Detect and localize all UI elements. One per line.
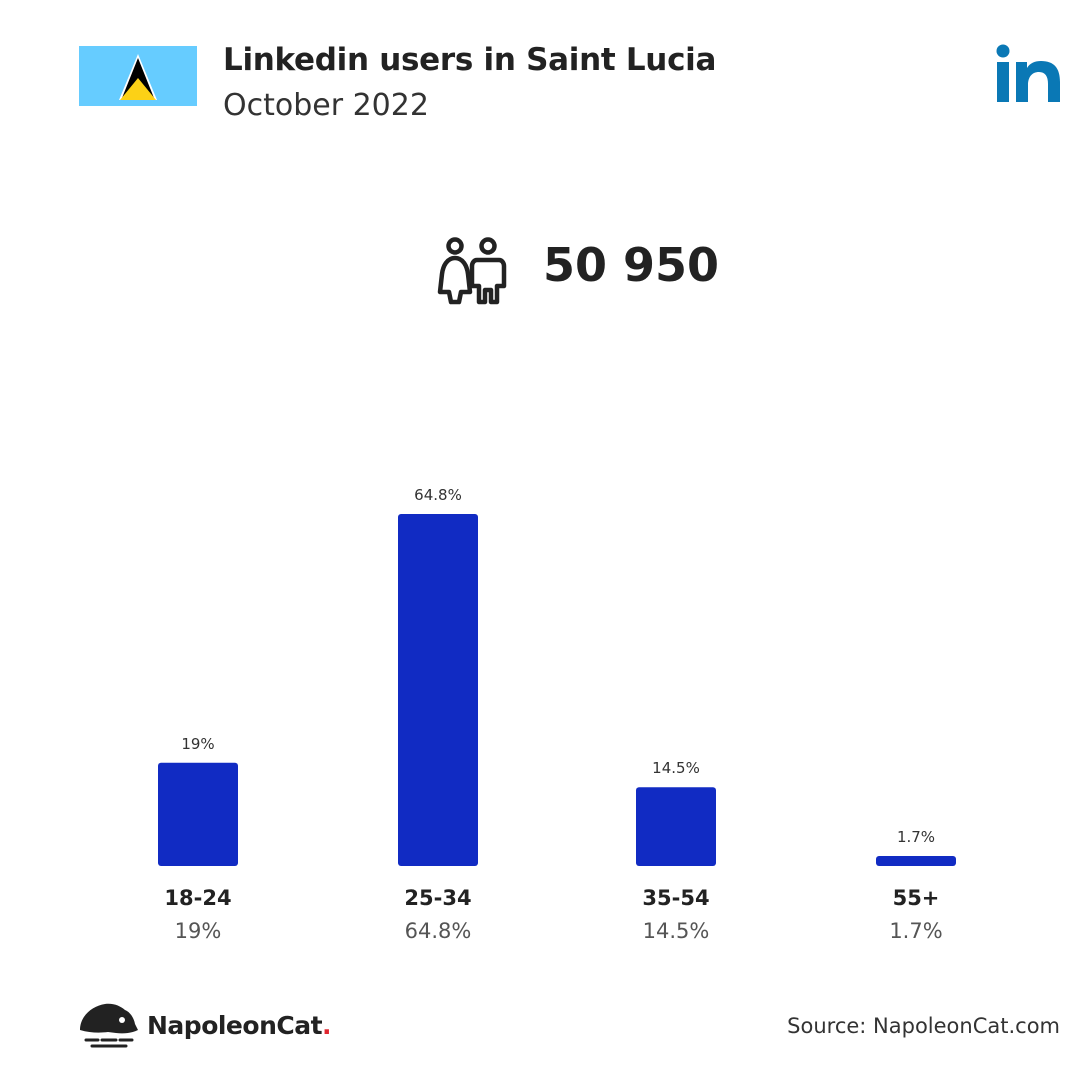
category-label: 55+: [893, 886, 940, 910]
category-label: 18-24: [164, 886, 231, 910]
napoleoncat-logo-icon: [80, 1003, 138, 1048]
linkedin-logo-icon: [996, 44, 1060, 102]
category-percent-label: 19%: [175, 919, 222, 943]
bar-18-24: [158, 762, 238, 866]
bar-35-54: [636, 787, 716, 866]
bar-value-label: 19%: [181, 735, 214, 753]
bar-value-label: 14.5%: [652, 759, 700, 777]
age-distribution-bar-chart: 19% 18-24 19% 64.8% 25-34 64.8% 14.5% 35-54 14.5…: [158, 486, 956, 943]
bar-value-label: 1.7%: [897, 828, 935, 846]
category-percent-label: 1.7%: [889, 919, 942, 943]
category-percent-label: 14.5%: [643, 919, 710, 943]
category-percent-label: 64.8%: [405, 919, 472, 943]
saint-lucia-flag-icon: [79, 46, 197, 106]
bar-55+: [876, 856, 956, 866]
footer-brand-dot: .: [322, 1011, 332, 1040]
page-title: Linkedin users in Saint Lucia: [223, 42, 717, 78]
bar-value-label: 64.8%: [414, 486, 462, 504]
page-subtitle: October 2022: [223, 88, 429, 123]
category-label: 25-34: [404, 886, 471, 910]
bar-25-34: [398, 514, 478, 866]
people-icon: [437, 237, 507, 305]
source-note: Source: NapoleonCat.com: [787, 1014, 1060, 1038]
footer-brand-name: NapoleonCat.: [147, 1011, 332, 1040]
total-users-value: 50 950: [543, 238, 720, 292]
category-label: 35-54: [642, 886, 709, 910]
footer-brand-text: NapoleonCat: [147, 1011, 323, 1040]
